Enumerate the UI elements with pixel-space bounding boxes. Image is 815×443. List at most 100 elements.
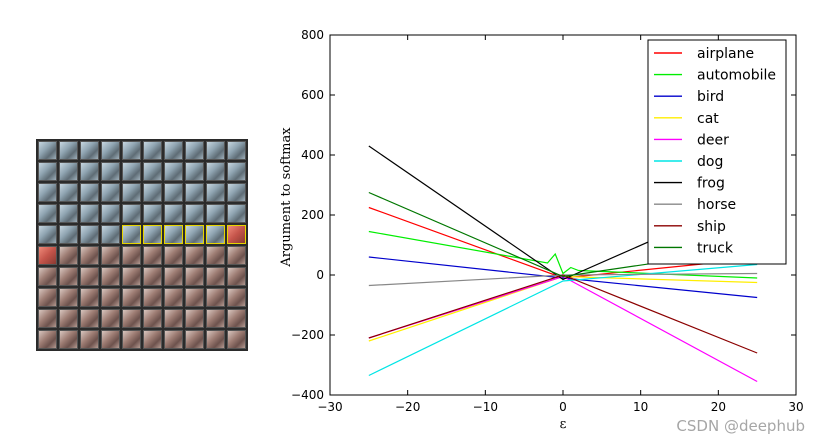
- series-line-automobile: [368, 230, 758, 279]
- grid-thumbnail: [185, 288, 204, 307]
- grid-thumbnail: [206, 246, 225, 265]
- grid-thumbnail: [185, 141, 204, 160]
- grid-thumbnail: [38, 330, 57, 349]
- grid-thumbnail: [59, 183, 78, 202]
- grid-thumbnail: [227, 267, 246, 286]
- grid-thumbnail: [164, 330, 183, 349]
- grid-thumbnail: [101, 288, 120, 307]
- grid-thumbnail: [206, 267, 225, 286]
- grid-thumbnail: [164, 267, 183, 286]
- grid-thumbnail: [38, 162, 57, 181]
- grid-thumbnail: [164, 204, 183, 223]
- grid-thumbnail: [59, 225, 78, 244]
- grid-thumbnail: [185, 183, 204, 202]
- legend-label-cat: cat: [697, 111, 719, 127]
- grid-thumbnail: [227, 309, 246, 328]
- grid-thumbnail: [101, 183, 120, 202]
- y-axis-label: Argument to softmax: [279, 127, 294, 268]
- y-tick-label: 0: [316, 268, 324, 282]
- y-tick-label: 400: [301, 148, 324, 162]
- grid-thumbnail: [101, 225, 120, 244]
- grid-thumbnail: [143, 309, 162, 328]
- grid-thumbnail: [38, 141, 57, 160]
- grid-thumbnail: [122, 141, 141, 160]
- grid-thumbnail: [101, 162, 120, 181]
- series-line-cat: [368, 275, 758, 342]
- legend: airplane automobile bird cat deer dog frog hors…: [647, 39, 787, 265]
- grid-thumbnail: [227, 225, 246, 244]
- grid-thumbnail: [185, 225, 204, 244]
- grid-thumbnail: [59, 330, 78, 349]
- grid-thumbnail: [80, 183, 99, 202]
- grid-thumbnail: [227, 288, 246, 307]
- legend-label-automobile: automobile: [697, 68, 776, 84]
- grid-thumbnail: [227, 204, 246, 223]
- grid-thumbnail: [101, 267, 120, 286]
- grid-thumbnail: [227, 183, 246, 202]
- grid-thumbnail: [122, 288, 141, 307]
- axis-ticks: −30 −20 −10 0 10 20 30 −400 −200 0 200 400 600 800: [291, 28, 804, 414]
- grid-thumbnail: [164, 309, 183, 328]
- grid-thumbnail: [59, 141, 78, 160]
- legend-label-bird: bird: [697, 89, 724, 105]
- grid-thumbnail: [80, 141, 99, 160]
- grid-thumbnail: [59, 267, 78, 286]
- grid-thumbnail: [143, 267, 162, 286]
- grid-thumbnail: [206, 288, 225, 307]
- grid-thumbnail: [38, 267, 57, 286]
- grid-thumbnail: [122, 183, 141, 202]
- grid-thumbnail: [227, 330, 246, 349]
- grid-thumbnail: [80, 162, 99, 181]
- grid-thumbnail: [206, 183, 225, 202]
- x-tick-label: 20: [711, 400, 726, 414]
- grid-thumbnail: [185, 246, 204, 265]
- legend-label-deer: deer: [697, 132, 729, 148]
- grid-thumbnail: [80, 288, 99, 307]
- series-line-ship: [368, 274, 758, 354]
- grid-thumbnail: [122, 225, 141, 244]
- x-tick-label: 0: [559, 400, 567, 414]
- grid-thumbnail: [122, 267, 141, 286]
- grid-thumbnail: [38, 225, 57, 244]
- grid-thumbnail: [143, 225, 162, 244]
- legend-label-frog: frog: [697, 176, 725, 192]
- series-line-dog: [368, 263, 758, 377]
- grid-thumbnail: [80, 246, 99, 265]
- grid-thumbnail: [164, 162, 183, 181]
- y-tick-label: −400: [291, 388, 324, 402]
- grid-thumbnail: [164, 246, 183, 265]
- grid-thumbnail: [101, 204, 120, 223]
- x-tick-label: −20: [395, 400, 420, 414]
- grid-thumbnail: [38, 246, 57, 265]
- grid-thumbnail: [38, 288, 57, 307]
- grid-thumbnail: [80, 204, 99, 223]
- grid-thumbnail: [227, 246, 246, 265]
- grid-thumbnail: [122, 162, 141, 181]
- grid-thumbnail: [185, 204, 204, 223]
- legend-label-ship: ship: [697, 219, 726, 235]
- series-lines: [368, 145, 758, 383]
- grid-thumbnail: [59, 288, 78, 307]
- grid-thumbnail: [143, 183, 162, 202]
- grid-thumbnail: [122, 309, 141, 328]
- grid-thumbnail: [143, 204, 162, 223]
- grid-thumbnail: [185, 330, 204, 349]
- grid-thumbnail: [143, 162, 162, 181]
- series-line-bird: [368, 256, 758, 299]
- grid-thumbnail: [164, 183, 183, 202]
- adversarial-image-grid: [36, 139, 248, 351]
- grid-thumbnail: [206, 309, 225, 328]
- x-tick-label: 30: [788, 400, 803, 414]
- grid-thumbnail: [206, 225, 225, 244]
- grid-thumbnail: [206, 141, 225, 160]
- x-tick-label: −30: [317, 400, 342, 414]
- watermark: CSDN @deephub: [676, 417, 805, 435]
- x-axis-label: ε: [560, 417, 567, 432]
- grid-thumbnail: [80, 267, 99, 286]
- grid-thumbnail: [80, 309, 99, 328]
- grid-thumbnail: [80, 225, 99, 244]
- y-tick-label: 200: [301, 208, 324, 222]
- grid-thumbnail: [59, 204, 78, 223]
- legend-box: [647, 39, 787, 265]
- grid-thumbnail: [143, 288, 162, 307]
